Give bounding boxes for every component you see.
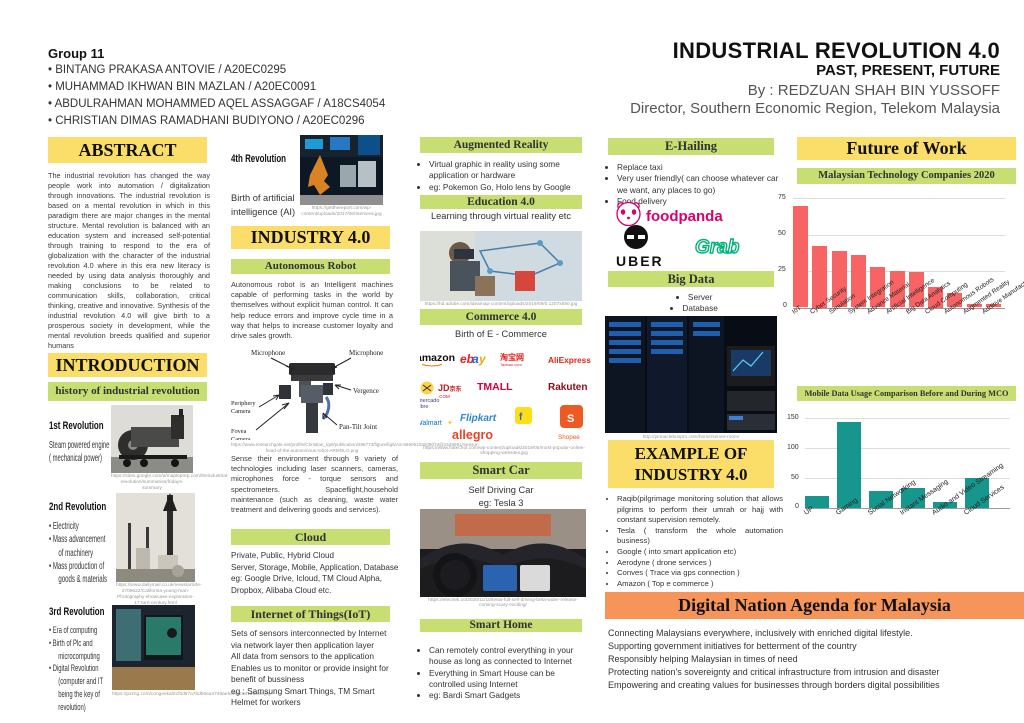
svg-text:Vergence: Vergence <box>353 387 379 395</box>
svg-text:Microphone: Microphone <box>349 349 383 357</box>
svg-text:a: a <box>472 352 479 366</box>
svg-text:AliExpress: AliExpress <box>548 355 591 365</box>
svg-text:.COM: .COM <box>438 394 450 399</box>
svg-text:Shopee: Shopee <box>558 434 580 441</box>
svg-text:mercadolibre: mercadolibre <box>420 398 439 410</box>
svg-text:Fovea: Fovea <box>231 428 247 435</box>
svg-text:S: S <box>567 413 574 425</box>
svg-text:UBER: UBER <box>616 253 664 269</box>
svg-text:Rakuten: Rakuten <box>548 382 587 393</box>
svg-text:Camera: Camera <box>231 436 251 440</box>
svg-text:Taobao.com: Taobao.com <box>500 362 522 367</box>
svg-text:allegro: allegro <box>452 428 493 442</box>
svg-text:Periphery: Periphery <box>231 400 256 407</box>
svg-text:Pan-Tilt Joint: Pan-Tilt Joint <box>339 423 377 431</box>
svg-text:Microphone: Microphone <box>251 349 285 357</box>
svg-text:Grab: Grab <box>695 237 740 258</box>
svg-text:Camera: Camera <box>231 408 251 415</box>
svg-text:amazon: amazon <box>420 352 455 364</box>
svg-text:淘宝网: 淘宝网 <box>500 352 524 362</box>
svg-text:JD京东: JD京东 <box>438 383 462 393</box>
svg-text:Flipkart: Flipkart <box>460 413 497 424</box>
svg-text:Walmart: Walmart <box>420 420 442 427</box>
svg-text:y: y <box>478 352 487 366</box>
svg-text:TMALL: TMALL <box>477 381 513 393</box>
svg-text:foodpanda: foodpanda <box>646 208 723 225</box>
svg-text:✦: ✦ <box>447 419 453 427</box>
